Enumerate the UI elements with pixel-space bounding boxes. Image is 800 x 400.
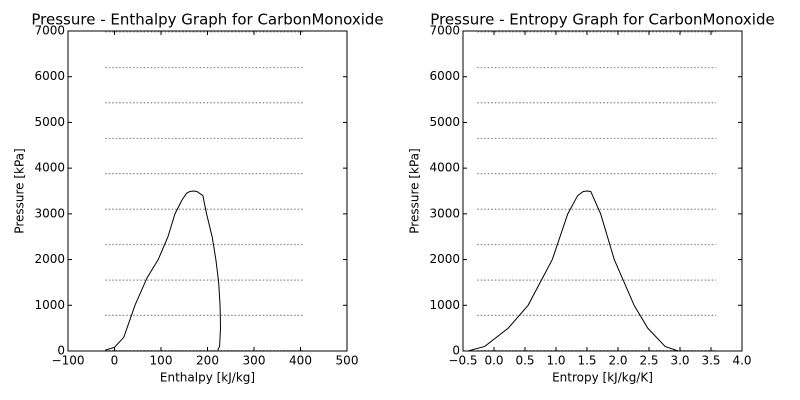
x-tick-label: 100 xyxy=(150,354,173,368)
y-axis-label: Pressure [kPa] xyxy=(408,148,422,233)
saturation-curve xyxy=(105,190,222,351)
chart-title: Pressure - Enthalpy Graph for CarbonMono… xyxy=(31,11,383,29)
y-tick-label: 6000 xyxy=(429,69,460,83)
x-tick-label: −0.5 xyxy=(448,354,477,368)
x-tick-label: 1.0 xyxy=(546,354,565,368)
y-tick-label: 3000 xyxy=(429,206,460,220)
y-tick-label: 4000 xyxy=(429,161,460,175)
x-tick-label: 300 xyxy=(243,354,266,368)
x-tick-label: 3.0 xyxy=(670,354,689,368)
plot-frame xyxy=(67,30,348,352)
y-tick-label: 6000 xyxy=(34,69,65,83)
x-tick-label: 2.5 xyxy=(639,354,658,368)
y-tick-label: 4000 xyxy=(34,161,65,175)
chart-title: Pressure - Entropy Graph for CarbonMonox… xyxy=(430,11,774,29)
x-tick-label: 0 xyxy=(111,354,119,368)
x-tick-label: 2.0 xyxy=(608,354,627,368)
y-tick-label: 2000 xyxy=(429,252,460,266)
x-tick-label: 1.5 xyxy=(577,354,596,368)
y-tick-label: 7000 xyxy=(34,24,65,38)
x-tick-label: 4.0 xyxy=(732,354,751,368)
y-tick-label: 7000 xyxy=(429,24,460,38)
y-tick-label: 1000 xyxy=(429,298,460,312)
y-tick-label: 1000 xyxy=(34,298,65,312)
saturation-curve xyxy=(467,190,679,352)
y-tick-label: 5000 xyxy=(34,115,65,129)
plot-frame xyxy=(462,30,743,352)
x-tick-label: 0.0 xyxy=(484,354,503,368)
x-tick-label: 500 xyxy=(336,354,359,368)
y-tick-label: 3000 xyxy=(34,206,65,220)
x-tick-label: 3.5 xyxy=(701,354,720,368)
x-axis-label: Entropy [kJ/kg/K] xyxy=(552,371,653,385)
x-tick-label: 400 xyxy=(289,354,312,368)
y-tick-label: 2000 xyxy=(34,252,65,266)
y-axis-label: Pressure [kPa] xyxy=(13,148,27,233)
x-tick-label: 0.5 xyxy=(515,354,534,368)
x-axis-label: Enthalpy [kJ/kg] xyxy=(160,371,255,385)
y-tick-label: 0 xyxy=(452,344,460,358)
x-tick-label: −100 xyxy=(52,354,85,368)
y-tick-label: 0 xyxy=(57,344,65,358)
y-tick-label: 5000 xyxy=(429,115,460,129)
x-tick-label: 200 xyxy=(196,354,219,368)
